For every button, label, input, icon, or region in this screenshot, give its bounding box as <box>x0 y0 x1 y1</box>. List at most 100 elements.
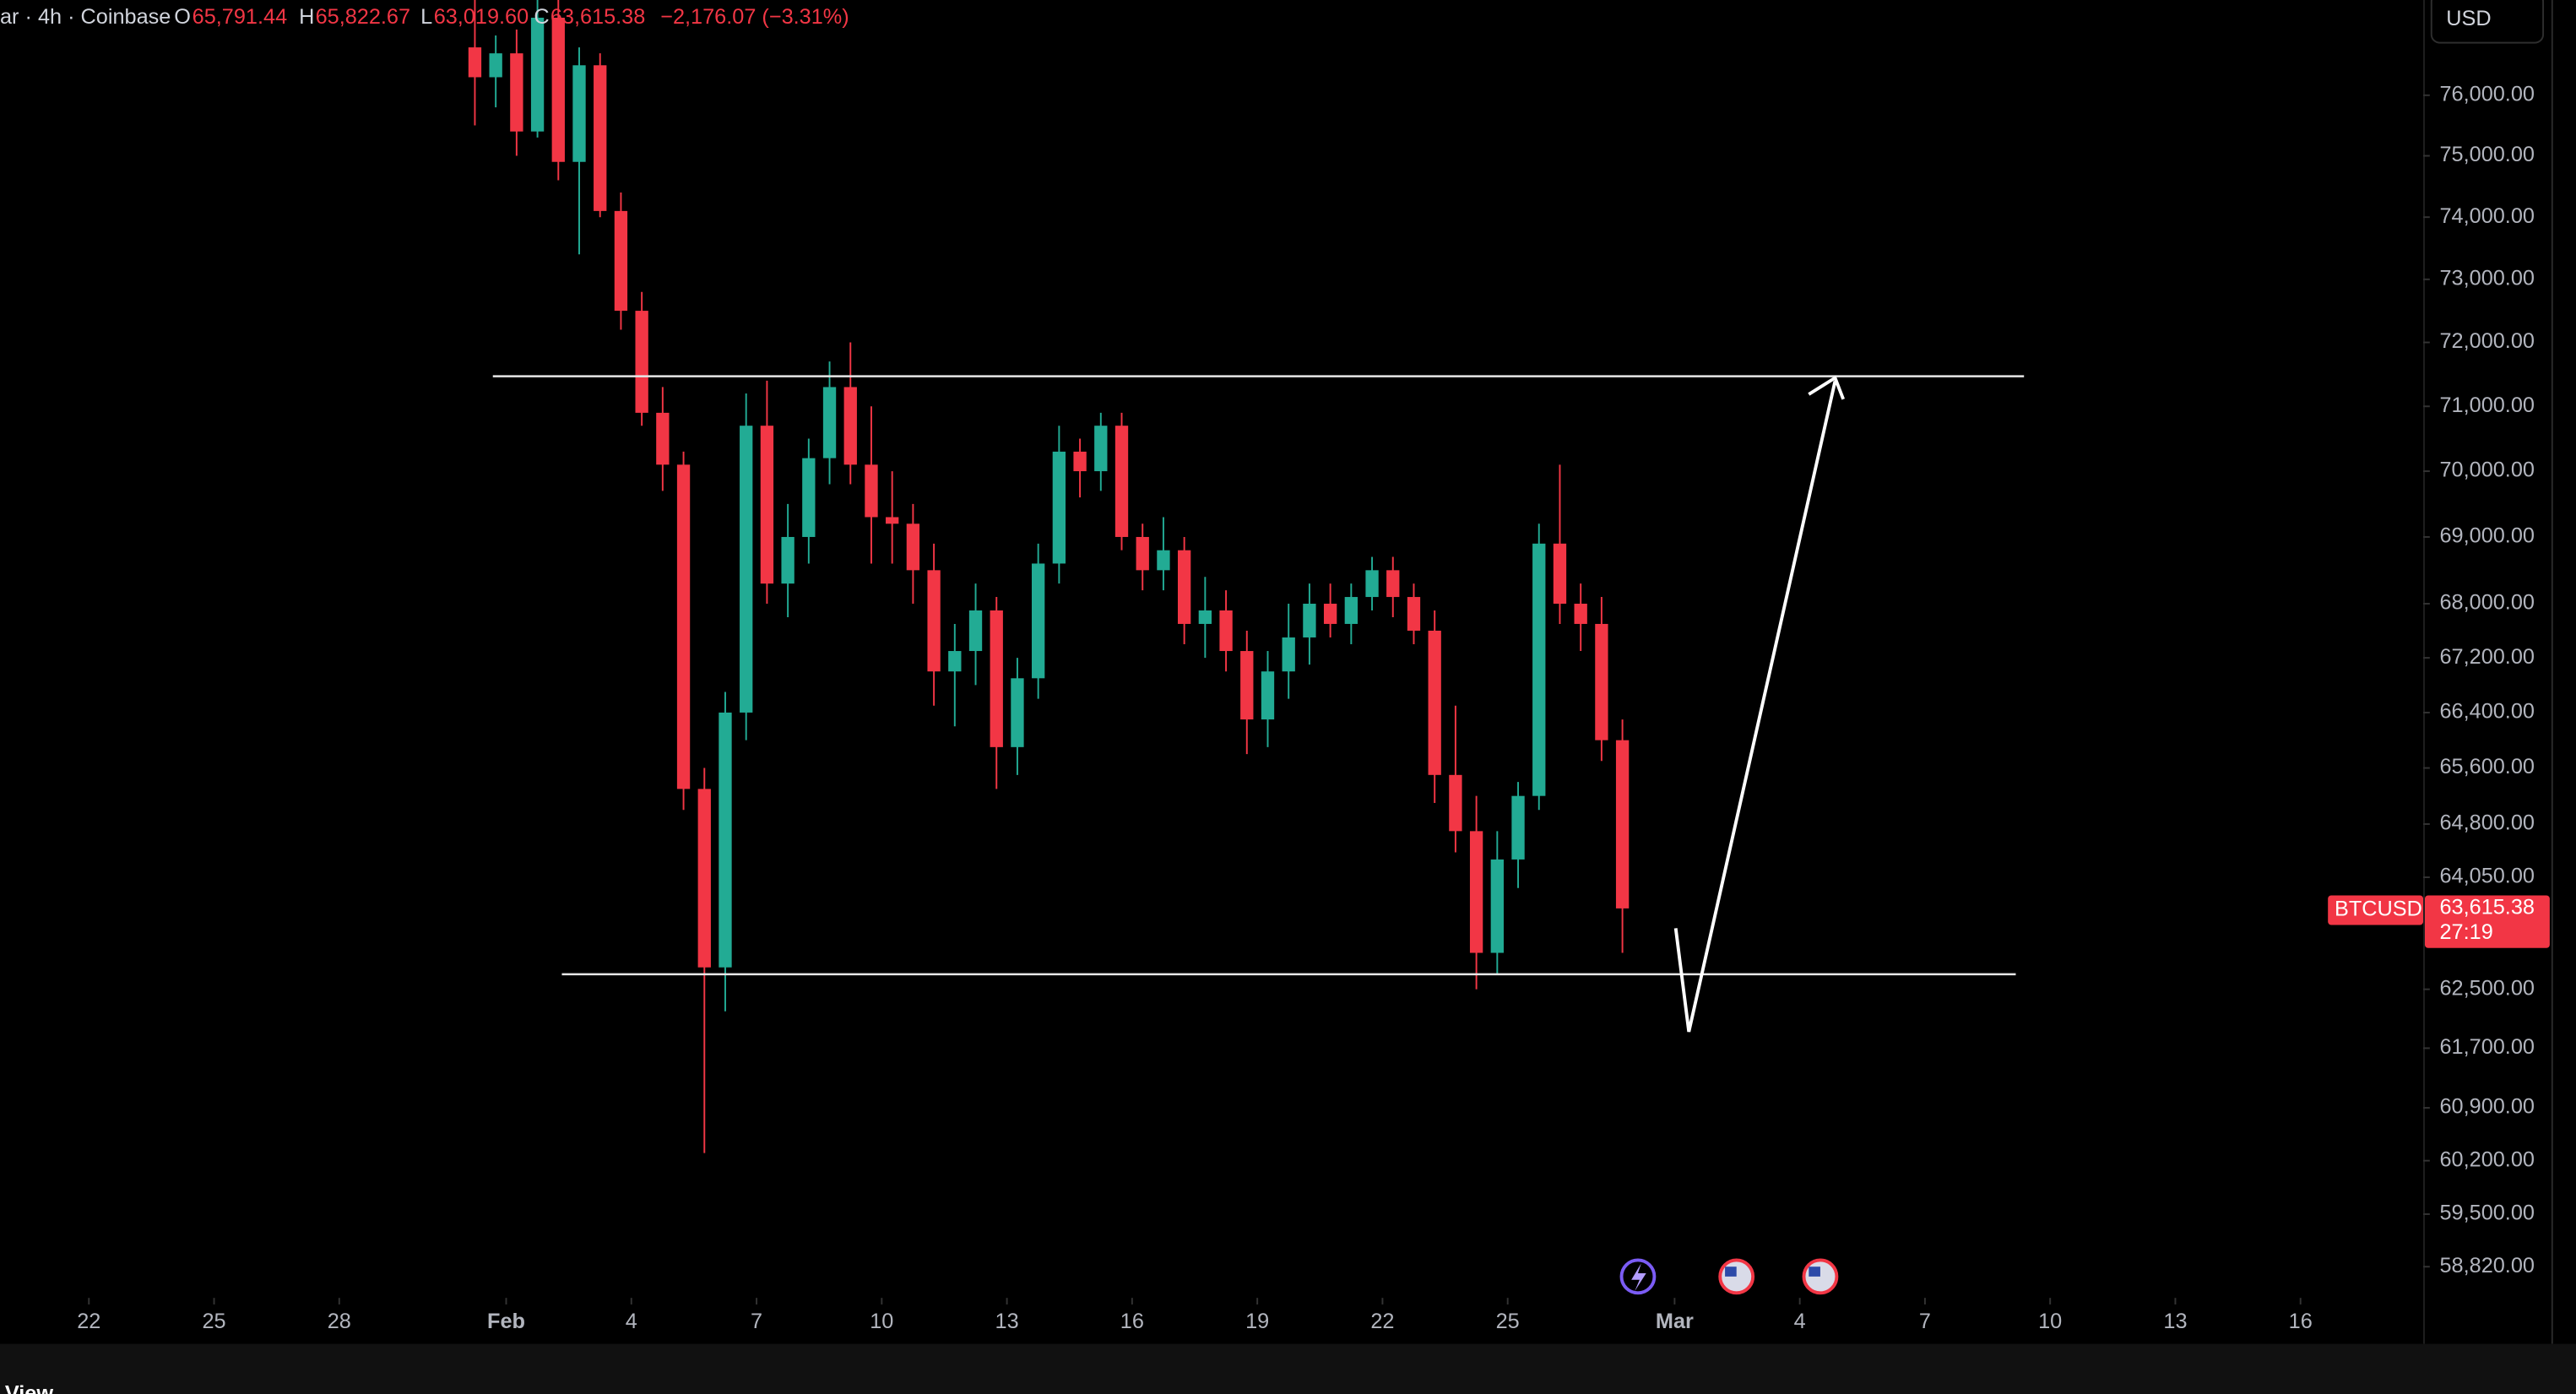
y-tick-label: 72,000.00 <box>2439 329 2534 353</box>
ohlc-value: 65,791.44 <box>193 5 287 29</box>
x-tick-label: 16 <box>1120 1310 1144 1333</box>
candle-body <box>1261 671 1275 720</box>
candle-body <box>1386 570 1400 598</box>
x-tick-label: 13 <box>995 1310 1019 1333</box>
candle-body <box>719 712 732 968</box>
x-tick-label: 4 <box>1794 1310 1806 1333</box>
x-tick-label: 7 <box>751 1310 762 1333</box>
candle-body <box>614 210 628 312</box>
projection-arrow <box>1673 380 1837 1033</box>
candle-body <box>594 65 607 211</box>
x-tick-label: 28 <box>328 1310 351 1333</box>
price-axis: 76,000.00 75,000.00 74,000.00 73,000.00 72,0… <box>2423 82 2535 1277</box>
symbol-tag <box>2328 895 2424 925</box>
candle-body <box>1177 550 1191 624</box>
candle-body <box>1136 536 1149 571</box>
time-axis: 22 25 28 Feb 4 7 10 13 16 19 22 25 Mar 4 7 10 13 16 <box>77 1298 2313 1333</box>
candle-body <box>510 53 523 132</box>
candle-body <box>1198 610 1212 624</box>
candle-body <box>1595 623 1608 740</box>
ohlc-key: L <box>420 5 432 29</box>
price-tag-value: 63,615.38 <box>2439 896 2534 919</box>
x-tick-label: 16 <box>2289 1310 2313 1333</box>
ohlc-value: 65,822.67 <box>316 5 410 29</box>
y-tick-label: 64,050.00 <box>2439 865 2534 888</box>
candle-body <box>760 426 774 584</box>
candle-body <box>886 517 899 524</box>
x-tick-label: 25 <box>1496 1310 1520 1333</box>
candle-body <box>572 65 586 162</box>
legend: ar · 4h · Coinbase O 65,791.44 H 65,822.… <box>0 5 849 29</box>
candle-body <box>740 426 753 713</box>
candle-body <box>697 789 711 968</box>
x-tick-label: 7 <box>1919 1310 1931 1333</box>
x-tick-label: Mar <box>1656 1310 1694 1333</box>
y-tick-label: 60,200.00 <box>2439 1147 2534 1171</box>
candle-body <box>1073 451 1087 472</box>
ohlc-key: H <box>299 5 314 29</box>
candle-body <box>906 523 920 571</box>
ohlc-value: 63,019.60 <box>434 5 529 29</box>
x-tick-label: 10 <box>870 1310 893 1333</box>
y-tick-label: 66,400.00 <box>2439 700 2534 724</box>
candle-body <box>865 464 878 518</box>
x-tick-label: 22 <box>1370 1310 1394 1333</box>
y-tick-label: 58,820.00 <box>2439 1254 2534 1277</box>
currency[interactable]: USD <box>2446 7 2491 30</box>
flag-canton <box>1725 1267 1737 1277</box>
candle-body <box>1428 630 1441 775</box>
y-tick-label: 70,000.00 <box>2439 458 2534 482</box>
event-icon[interactable] <box>1619 1258 1657 1295</box>
candle-body <box>468 47 482 78</box>
candle-body <box>843 387 857 465</box>
symbol-info: ar · 4h · Coinbase <box>0 5 171 29</box>
price-tag <box>2424 895 2550 948</box>
y-tick-label: 74,000.00 <box>2439 204 2534 228</box>
change: −2,176.07 (−3.31%) <box>660 5 849 29</box>
y-tick-label: 73,000.00 <box>2439 267 2534 290</box>
y-tick-label: 69,000.00 <box>2439 524 2534 548</box>
candle-body <box>990 610 1003 747</box>
y-tick-label: 65,600.00 <box>2439 755 2534 778</box>
price-tag-countdown: 27:19 <box>2439 920 2492 944</box>
candle-body <box>1094 426 1108 472</box>
y-tick-label: 75,000.00 <box>2439 143 2534 166</box>
candle-body <box>635 311 648 413</box>
y-tick-label: 67,200.00 <box>2439 645 2534 669</box>
candle-body <box>1052 451 1066 564</box>
candle-body <box>1157 550 1170 571</box>
brand: View <box>5 1382 53 1394</box>
y-tick-label: 62,500.00 <box>2439 976 2534 1000</box>
candle-body <box>551 17 565 162</box>
candle-body <box>822 387 837 458</box>
y-tick-label: 64,800.00 <box>2439 811 2534 835</box>
candle-body <box>1574 604 1587 624</box>
event-icon-bolt <box>1631 1263 1646 1292</box>
y-tick-label: 59,500.00 <box>2439 1201 2534 1225</box>
x-tick-label: 25 <box>202 1310 225 1333</box>
x-tick-label: 19 <box>1245 1310 1269 1333</box>
x-tick-label: 13 <box>2163 1310 2187 1333</box>
candles <box>468 0 1630 1153</box>
y-tick-label: 60,900.00 <box>2439 1095 2534 1119</box>
candle-body <box>1532 543 1546 796</box>
candle-body <box>676 464 691 789</box>
candle-body <box>1323 604 1337 624</box>
x-tick-label: Feb <box>487 1310 525 1333</box>
candle-body <box>1240 651 1254 720</box>
candle-body <box>1553 543 1567 605</box>
ohlc-key: O <box>174 5 191 29</box>
candle-body <box>489 53 502 78</box>
currency-button[interactable] <box>2430 0 2545 44</box>
y-tick-label: 61,700.00 <box>2439 1035 2534 1059</box>
y-tick-label: 71,000.00 <box>2439 393 2534 417</box>
symbol-tag-label: BTCUSD <box>2335 898 2422 921</box>
candle-body <box>530 17 545 132</box>
y-tick-label: 68,000.00 <box>2439 591 2534 615</box>
candle-body <box>1469 831 1483 953</box>
candle-body <box>927 570 941 672</box>
candle-body <box>1011 678 1024 747</box>
candle-body <box>1511 795 1525 860</box>
